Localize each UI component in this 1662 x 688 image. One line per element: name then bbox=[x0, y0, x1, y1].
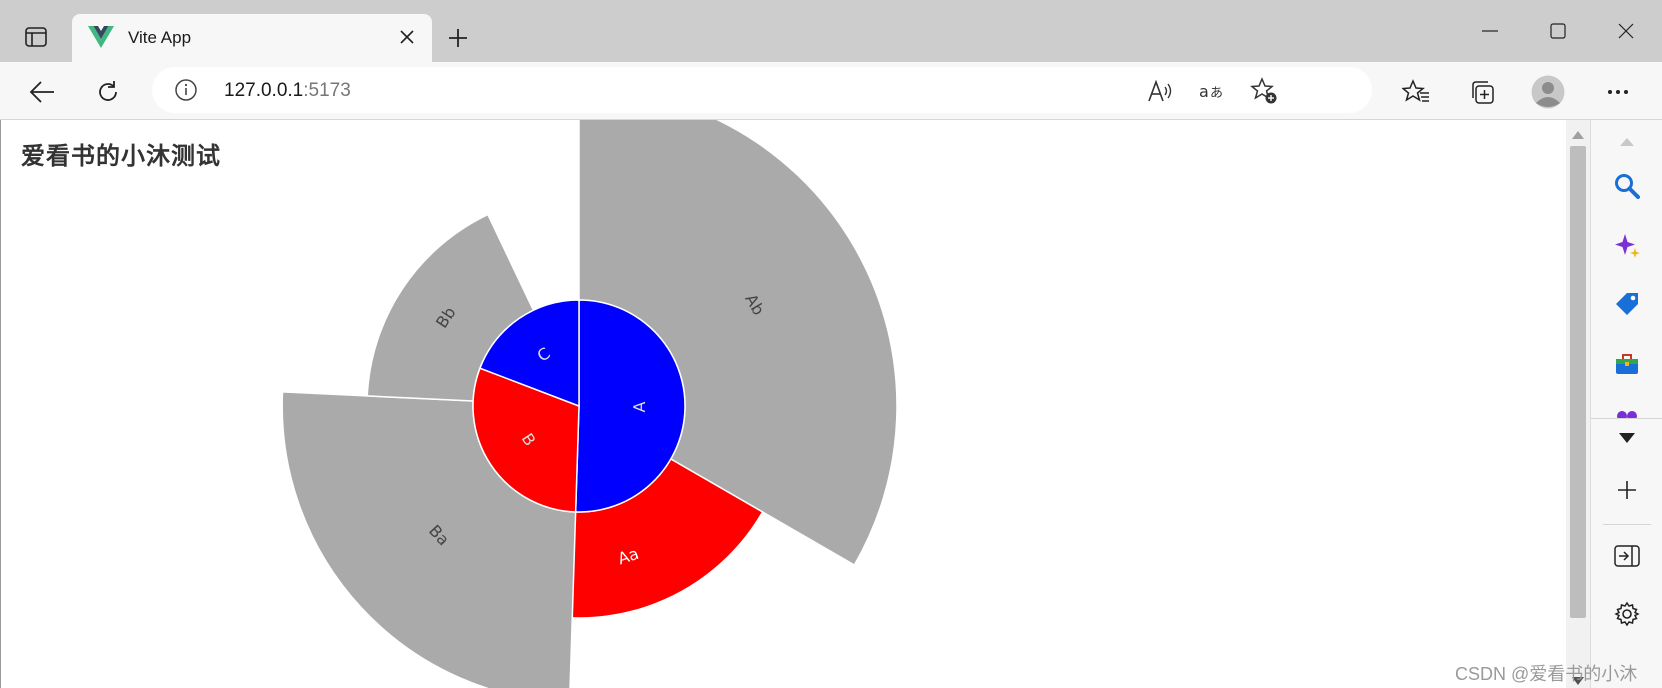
copilot-sparkle-icon[interactable] bbox=[1611, 230, 1643, 262]
sidebar-expand-icon[interactable] bbox=[1611, 422, 1643, 454]
avatar-icon[interactable] bbox=[1530, 74, 1566, 110]
svg-text:あ: あ bbox=[1210, 86, 1223, 101]
maximize-icon[interactable] bbox=[1538, 14, 1578, 48]
sidebar-scroll-up-icon[interactable] bbox=[1611, 126, 1643, 158]
collections-icon[interactable] bbox=[1464, 74, 1500, 110]
tab-actions-icon[interactable] bbox=[22, 24, 50, 50]
info-icon[interactable] bbox=[174, 78, 198, 102]
edge-sidebar bbox=[1590, 120, 1662, 688]
sidebar-divider bbox=[1603, 524, 1651, 525]
back-arrow-icon[interactable] bbox=[24, 74, 60, 110]
shopping-tag-icon[interactable] bbox=[1611, 288, 1643, 320]
label-a: A bbox=[630, 401, 649, 412]
browser-tab[interactable]: Vite App bbox=[72, 14, 432, 64]
minimize-icon[interactable] bbox=[1470, 14, 1510, 48]
hide-sidebar-icon[interactable] bbox=[1611, 540, 1643, 572]
url-text[interactable]: 127.0.0.1:5173 bbox=[224, 80, 351, 102]
plus-icon[interactable] bbox=[444, 24, 472, 52]
scroll-up-icon[interactable] bbox=[1572, 126, 1584, 139]
sidebar-add-icon[interactable] bbox=[1611, 474, 1643, 506]
slice-b[interactable] bbox=[472, 367, 580, 513]
refresh-icon[interactable] bbox=[90, 74, 126, 110]
close-window-icon[interactable] bbox=[1606, 14, 1646, 48]
more-icon[interactable] bbox=[1600, 74, 1636, 110]
vue-logo-icon bbox=[88, 25, 114, 49]
scroll-thumb[interactable] bbox=[1570, 146, 1586, 618]
favorites-icon[interactable] bbox=[1398, 74, 1434, 110]
search-icon[interactable] bbox=[1611, 170, 1643, 202]
page-title: 爱看书的小沐测试 bbox=[21, 143, 221, 170]
sidebar-divider bbox=[1591, 418, 1662, 419]
tools-toolbox-icon[interactable] bbox=[1611, 348, 1643, 380]
read-aloud-icon[interactable] bbox=[1146, 77, 1174, 105]
vertical-scrollbar[interactable] bbox=[1566, 120, 1590, 688]
games-icon[interactable] bbox=[1611, 404, 1643, 418]
slice-a[interactable] bbox=[574, 299, 686, 513]
title-bar: Vite App bbox=[0, 0, 1662, 64]
url-host: 127.0.0.1 bbox=[224, 80, 304, 101]
settings-gear-icon[interactable] bbox=[1611, 598, 1643, 630]
close-icon[interactable] bbox=[396, 26, 418, 48]
page-viewport: 爱看书的小沐测试 Ab Aa Ba Bb A B C bbox=[0, 120, 1568, 688]
tab-title: Vite App bbox=[128, 28, 192, 47]
slice-c[interactable] bbox=[479, 299, 580, 408]
add-favorite-icon[interactable] bbox=[1250, 77, 1278, 105]
watermark: CSDN @爱看书的小沐 bbox=[1455, 664, 1638, 684]
url-port: :5173 bbox=[303, 80, 351, 101]
svg-text:a: a bbox=[1199, 82, 1209, 101]
scroll-down-icon[interactable] bbox=[1572, 672, 1584, 685]
